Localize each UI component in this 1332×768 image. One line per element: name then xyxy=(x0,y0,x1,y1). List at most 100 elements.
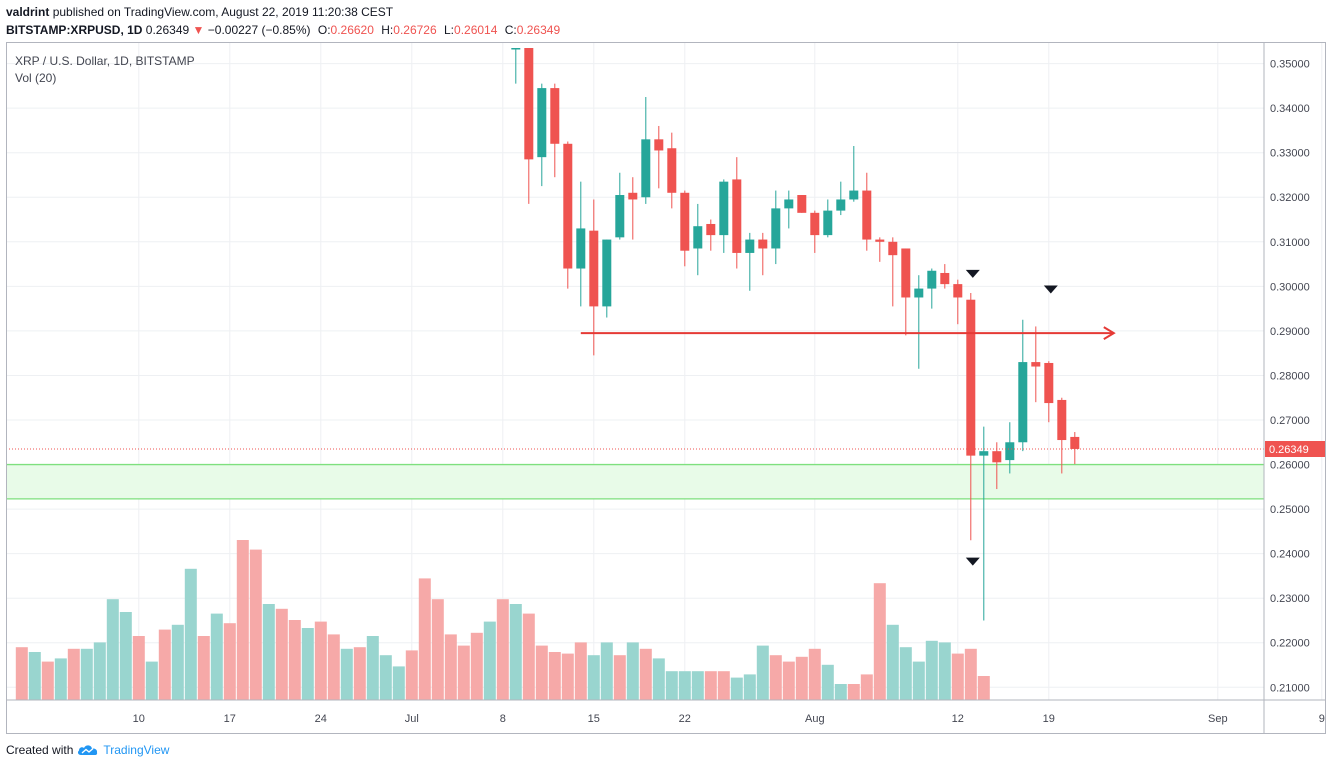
volume-bar xyxy=(483,621,496,700)
volume-bar xyxy=(275,608,288,700)
candle-body xyxy=(823,210,833,236)
open-label: O: xyxy=(317,23,331,37)
volume-bar xyxy=(743,674,756,700)
y-tick-label: 0.24000 xyxy=(1270,549,1310,561)
volume-bar xyxy=(899,647,912,700)
x-tick-label: Aug xyxy=(805,713,825,725)
support-zone-layer xyxy=(6,463,1264,500)
volume-bar xyxy=(808,648,821,700)
last-price-tag xyxy=(1265,440,1325,457)
volume-bar xyxy=(847,684,860,700)
volume-bar xyxy=(925,640,938,700)
x-tick-label: 8 xyxy=(500,713,506,725)
volume-bar xyxy=(821,664,834,700)
candle-body xyxy=(745,239,755,253)
volume-bar xyxy=(249,549,262,700)
candle-body xyxy=(888,241,898,256)
volume-bar xyxy=(574,642,587,700)
volume-bar xyxy=(561,653,574,700)
y-tick-label: 0.26000 xyxy=(1270,460,1310,472)
volume-bar xyxy=(548,652,561,700)
tradingview-cloud-icon[interactable] xyxy=(77,744,99,756)
volume-bar xyxy=(288,620,301,700)
volume-label: Vol (20) xyxy=(15,71,57,85)
candle-body xyxy=(550,88,560,144)
y-tick-label: 0.30000 xyxy=(1270,281,1310,293)
volume-bar xyxy=(67,648,80,700)
candle-body xyxy=(927,270,937,289)
volume-bar xyxy=(886,624,899,700)
author-name[interactable]: valdrint xyxy=(6,5,50,19)
volume-bar xyxy=(418,578,431,700)
low-value: 0.26014 xyxy=(454,23,498,37)
volume-bar xyxy=(236,540,249,700)
y-tick-label: 0.33000 xyxy=(1270,148,1310,160)
y-tick-label: 0.35000 xyxy=(1270,59,1310,71)
tradingview-brand[interactable]: TradingView xyxy=(103,743,170,757)
volume-bar xyxy=(262,604,275,700)
price-chart[interactable]: 0.26349 0.35000 0.34000 0.33000 0.32000 0.31… xyxy=(6,42,1326,734)
high-value: 0.26726 xyxy=(393,23,437,37)
candle-body xyxy=(966,299,976,456)
candle-body xyxy=(940,272,950,285)
volume-bar xyxy=(93,642,106,700)
marker-triangle xyxy=(1043,285,1058,294)
x-tick-label: Sep xyxy=(1208,713,1228,725)
candle-body xyxy=(771,208,781,249)
volume-bar xyxy=(691,671,704,700)
x-tick-label: 17 xyxy=(224,713,236,725)
volume-bar xyxy=(639,648,652,700)
y-tick-label: 0.25000 xyxy=(1270,504,1310,516)
volume-bar xyxy=(860,674,873,700)
volume-bar xyxy=(106,599,119,700)
candle-body xyxy=(784,199,794,209)
marker-triangle xyxy=(965,269,980,278)
x-tick-label: 19 xyxy=(1043,713,1055,725)
volume-bar xyxy=(158,629,171,700)
candle-body xyxy=(901,248,911,298)
x-tick-label: 24 xyxy=(315,713,327,725)
candle-body xyxy=(875,239,885,242)
candle-body xyxy=(641,139,651,198)
y-tick-label: 0.32000 xyxy=(1270,192,1310,204)
marker-triangle xyxy=(965,557,980,566)
volume-bar xyxy=(210,613,223,700)
candle-body xyxy=(628,192,638,200)
volume-bar xyxy=(171,624,184,700)
open-value: 0.26620 xyxy=(330,23,374,37)
volume-bar xyxy=(912,661,925,700)
support-zone xyxy=(6,464,1264,499)
volume-bar xyxy=(782,661,795,700)
y-tick-label: 0.29000 xyxy=(1270,326,1310,338)
volume-bar xyxy=(340,648,353,700)
candle-body xyxy=(589,230,599,307)
x-tick-label: 9 xyxy=(1319,713,1325,725)
close-value: 0.26349 xyxy=(516,23,561,37)
volume-bar xyxy=(717,671,730,700)
candle-body xyxy=(810,212,820,236)
low-label: L: xyxy=(444,23,455,37)
candle-body xyxy=(914,288,924,298)
candle-body xyxy=(615,195,625,238)
candle-body xyxy=(524,48,534,160)
candle-body xyxy=(1057,399,1067,441)
candle-body xyxy=(563,143,573,269)
candle-body xyxy=(719,181,729,236)
candle-body xyxy=(576,228,586,269)
x-tick-label: Jul xyxy=(405,713,419,725)
candle-body xyxy=(797,195,807,213)
volume-bar xyxy=(54,658,67,700)
candle-body xyxy=(693,226,703,249)
x-tick-label: 22 xyxy=(679,713,691,725)
volume-bar xyxy=(938,642,951,700)
candle-body xyxy=(511,48,521,50)
volume-bar xyxy=(951,653,964,700)
candle-body xyxy=(836,199,846,211)
candle-body xyxy=(1031,362,1041,367)
created-with-text: Created with xyxy=(6,743,74,757)
volume-bar xyxy=(405,650,418,700)
volume-bar xyxy=(873,583,886,700)
volume-bar xyxy=(145,661,158,700)
annotations: 0.26349 xyxy=(6,269,1325,566)
candle-body xyxy=(706,223,716,236)
